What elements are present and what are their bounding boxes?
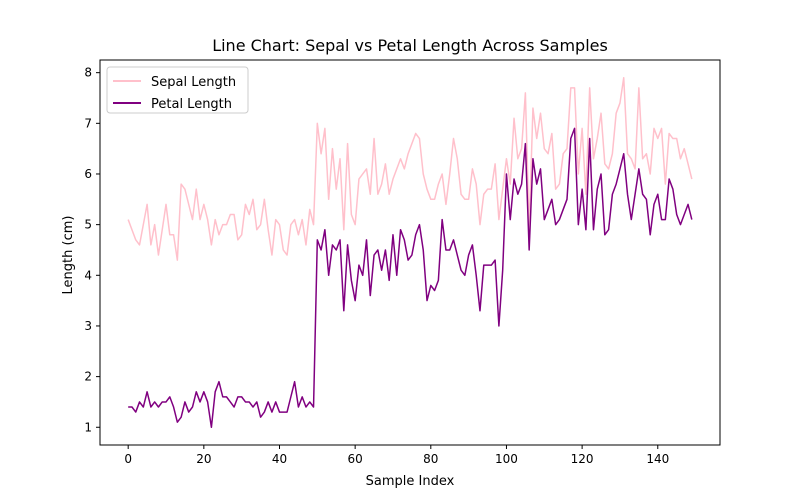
y-tick-label: 2	[84, 370, 92, 384]
x-tick-label: 0	[124, 452, 132, 466]
y-tick-label: 5	[84, 218, 92, 232]
plot-frame	[99, 59, 721, 446]
x-tick-label: 100	[495, 452, 518, 466]
legend-box	[106, 66, 249, 114]
y-tick-label: 8	[84, 66, 92, 80]
x-tick-label: 20	[196, 452, 211, 466]
x-tick-label: 80	[423, 452, 438, 466]
x-tick-label: 140	[646, 452, 669, 466]
chart-title: Line Chart: Sepal vs Petal Length Across…	[212, 36, 608, 55]
x-tick-label: 40	[272, 452, 287, 466]
y-axis: 1 2 3 4 5 6 7 8	[84, 66, 100, 434]
y-tick-label: 4	[84, 268, 92, 282]
y-tick-label: 1	[84, 420, 92, 434]
legend: Sepal Length Petal Length	[106, 66, 249, 114]
y-tick-label: 3	[84, 319, 92, 333]
x-tick-label: 60	[348, 452, 363, 466]
series-line-petal-length	[128, 127, 693, 429]
x-tick-label: 120	[571, 452, 594, 466]
x-axis: 0 20 40 60 80 100 120 140	[124, 445, 669, 466]
x-axis-label: Sample Index	[366, 474, 455, 489]
plot-lines	[127, 76, 693, 429]
y-axis-label: Length (cm)	[61, 216, 76, 295]
y-tick-label: 7	[84, 116, 92, 130]
y-tick-label: 6	[84, 167, 92, 181]
legend-entry-label: Petal Length	[151, 97, 232, 112]
legend-entry-label: Sepal Length	[151, 75, 236, 90]
series-line-sepal-length	[127, 76, 693, 261]
